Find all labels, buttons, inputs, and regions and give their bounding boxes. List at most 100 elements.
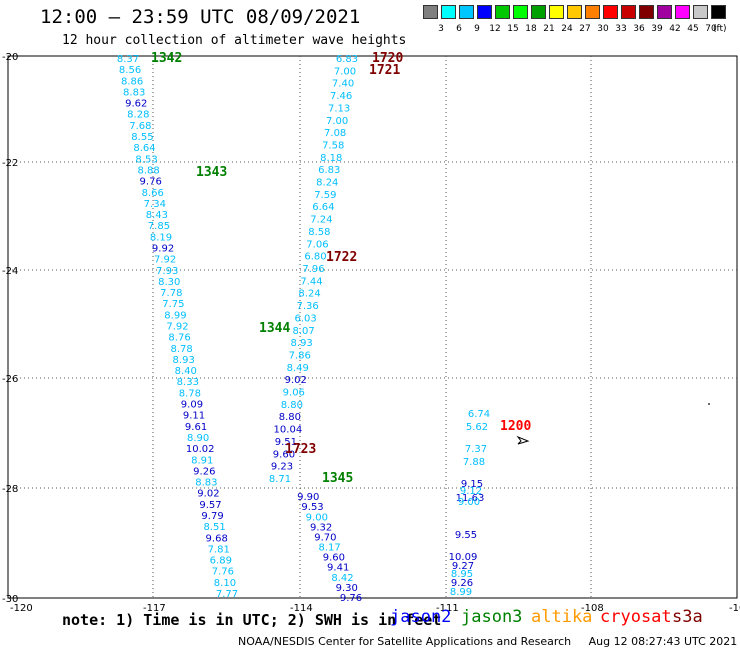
- legend-swatch: [531, 5, 546, 19]
- swh-value-track-b: 8.71: [269, 474, 291, 485]
- swh-value-track-a: 8.56: [119, 65, 141, 76]
- swh-value-track-c: 9.27: [452, 561, 474, 572]
- swh-value-track-a: 9.26: [193, 466, 215, 477]
- swh-value-track-b: 7.58: [322, 140, 344, 151]
- swh-value-track-a: 7.78: [160, 288, 182, 299]
- swh-value-track-c: 9.00: [458, 497, 480, 508]
- pass-label-1343: 1343: [196, 165, 227, 180]
- swh-value-track-c: 7.88: [463, 457, 485, 468]
- swh-value-track-a: 8.78: [179, 388, 201, 399]
- legend-swatch: [423, 5, 438, 19]
- legend-swatch: [477, 5, 492, 19]
- swh-value-track-a: 8.93: [173, 355, 195, 366]
- direction-arrow-icon: [516, 435, 530, 445]
- pass-label-1720: 1720: [372, 51, 403, 66]
- swh-value-track-b: 8.49: [287, 363, 309, 374]
- swh-value-track-b: 9.90: [297, 492, 319, 503]
- swh-value-track-a: 8.76: [168, 333, 190, 344]
- satellite-label-jason3: jason3: [461, 607, 523, 627]
- lon-tick-label: -105: [729, 603, 740, 614]
- legend-swatch: [585, 5, 600, 19]
- satellite-label-cryosat: cryosat: [600, 607, 672, 627]
- swh-value-track-a: 7.85: [148, 221, 170, 232]
- swh-value-track-a: 7.68: [129, 121, 151, 132]
- swh-value-track-b: 8.18: [320, 153, 342, 164]
- lat-tick-label: -24: [2, 266, 18, 277]
- lon-tick-label: -117: [143, 603, 166, 614]
- legend-label: 12: [489, 24, 501, 34]
- swh-value-track-c: 9.26: [451, 578, 473, 589]
- legend-label: 70: [705, 24, 717, 34]
- lat-tick-label: -28: [2, 484, 18, 495]
- swh-value-track-a: 7.34: [144, 199, 166, 210]
- swh-value-track-a: 8.40: [175, 366, 197, 377]
- swh-value-track-b: 9.60: [323, 553, 345, 564]
- swh-value-track-a: 7.93: [156, 266, 178, 277]
- swh-value-track-b: 7.06: [306, 239, 328, 250]
- swh-value-track-b: 9.60: [273, 449, 295, 460]
- swh-value-track-a: 8.53: [135, 154, 157, 165]
- swh-value-track-a: 9.76: [140, 177, 162, 188]
- swh-value-track-b: 8.17: [319, 543, 341, 554]
- swh-value-track-b: 9.51: [275, 437, 297, 448]
- swh-value-track-b: 8.80: [279, 412, 301, 423]
- swh-value-track-a: 9.92: [152, 243, 174, 254]
- swh-value-track-c: 5.62: [466, 422, 488, 433]
- swh-value-track-b: 9.76: [340, 593, 362, 604]
- swh-value-track-a: 8.88: [137, 165, 159, 176]
- swh-value-track-b: 8.42: [331, 573, 353, 584]
- swh-value-track-b: 7.36: [296, 301, 318, 312]
- legend-label: 18: [525, 24, 537, 34]
- swh-value-track-a: 8.55: [131, 132, 153, 143]
- legend-swatch: [621, 5, 636, 19]
- swh-value-track-a: 9.79: [201, 511, 223, 522]
- lat-tick-label: -20: [2, 52, 18, 63]
- swh-value-track-a: 8.43: [146, 210, 168, 221]
- pass-label-1342: 1342: [151, 51, 182, 66]
- legend-label: 39: [651, 24, 663, 34]
- legend-label: 36: [633, 24, 645, 34]
- legend-label: 27: [579, 24, 591, 34]
- swh-value-track-a: 9.57: [199, 500, 221, 511]
- pass-label-1344: 1344: [259, 321, 290, 336]
- legend-label: 24: [561, 24, 573, 34]
- swh-value-track-b: 7.44: [300, 276, 322, 287]
- legend-label: 9: [474, 24, 480, 34]
- swh-value-track-a: 8.90: [187, 433, 209, 444]
- swh-value-track-a: 7.77: [216, 589, 238, 600]
- legend-swatch: [441, 5, 456, 19]
- swh-value-track-b: 9.41: [327, 563, 349, 574]
- swh-value-track-a: 8.83: [123, 87, 145, 98]
- footer-note: note: 1) Time is in UTC; 2) SWH is in fe…: [62, 611, 442, 629]
- pass-label-1200: 1200: [500, 419, 531, 434]
- swh-value-track-c: 9.55: [455, 530, 477, 541]
- satellite-label-s3a: s3a: [672, 607, 703, 627]
- swh-value-track-a: 7.92: [154, 255, 176, 266]
- swh-value-track-a: 8.30: [158, 277, 180, 288]
- swh-value-track-a: 6.89: [210, 556, 232, 567]
- credit-line: NOAA/NESDIS Center for Satellite Applica…: [238, 635, 738, 648]
- swh-value-track-b: 9.30: [336, 583, 358, 594]
- swh-value-track-b: 7.24: [310, 215, 332, 226]
- swh-value-track-a: 9.68: [206, 533, 228, 544]
- swh-value-track-a: 8.51: [203, 522, 225, 533]
- swh-value-track-b: 6.83: [318, 165, 340, 176]
- swh-value-track-b: 9.00: [306, 512, 328, 523]
- satellite-label-altika: altika: [531, 607, 593, 627]
- swh-value-track-b: 10.04: [274, 425, 303, 436]
- swh-value-track-b: 8.24: [316, 178, 338, 189]
- pass-label-1722: 1722: [326, 250, 357, 265]
- swh-value-track-b: 7.00: [334, 66, 356, 77]
- swh-value-track-b: 6.64: [312, 202, 334, 213]
- lon-tick-label: -120: [10, 603, 33, 614]
- legend-label: 6: [456, 24, 462, 34]
- legend-swatch: [675, 5, 690, 19]
- swh-value-track-b: 9.70: [314, 532, 336, 543]
- legend-swatch: [549, 5, 564, 19]
- swh-value-track-a: 8.33: [177, 377, 199, 388]
- legend-swatch: [567, 5, 582, 19]
- legend-label: 3: [438, 24, 444, 34]
- swh-value-track-a: 7.75: [162, 299, 184, 310]
- swh-value-track-b: 6.83: [336, 54, 358, 65]
- swh-value-track-b: 9.23: [271, 462, 293, 473]
